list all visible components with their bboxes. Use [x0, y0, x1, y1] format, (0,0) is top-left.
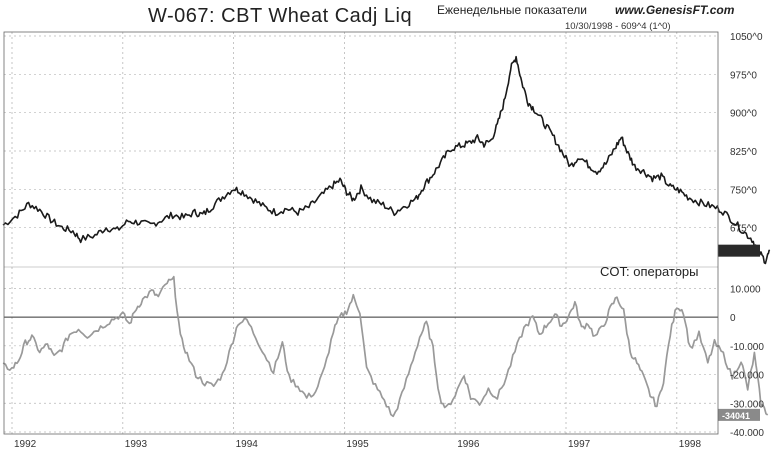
website-label: www.GenesisFT.com	[615, 3, 735, 17]
cot-y-tick-label: -30.000	[730, 399, 764, 410]
price-y-tick-label: 825^0	[730, 147, 757, 158]
price-panel	[2, 55, 771, 265]
cot-last-value: -34041	[722, 411, 750, 421]
plot-frame	[3, 31, 719, 435]
cot-y-tick-label: -10.000	[730, 342, 764, 353]
price-y-tick-label: 1050^0	[730, 32, 763, 43]
price-y-tick-label: 675^0	[730, 224, 757, 235]
x-tick-label: 1992	[14, 439, 37, 450]
price-y-tick-label: 975^0	[730, 70, 757, 81]
cot-last-badge	[718, 408, 760, 421]
cot-y-tick-label: -40.000	[730, 428, 764, 439]
price-last-badge	[718, 244, 760, 257]
cot-series-line	[2, 275, 769, 418]
cot-panel-label: COT: операторы	[600, 264, 699, 279]
axis-layer: 1992 1993 1994 1995 1996 1997 1998 1050^0 975^0 9…	[14, 32, 764, 450]
x-tick-label: 1997	[568, 439, 591, 450]
cot-y-tick-label: 0	[730, 313, 736, 324]
chart-title: W-067: CBT Wheat Cadj Liq	[148, 5, 412, 27]
chart-subtitle: Еженедельные показатели	[437, 3, 587, 17]
price-y-tick-label: 900^0	[730, 109, 757, 120]
x-tick-label: 1996	[457, 439, 480, 450]
x-tick-label: 1994	[236, 439, 259, 450]
x-tick-label: 1993	[125, 439, 148, 450]
date-info: 10/30/1998 - 609^4 (1^0)	[565, 21, 671, 32]
cot-panel: -34041	[2, 275, 769, 421]
cot-y-tick-label: -20.000	[730, 371, 764, 382]
cot-y-tick-label: 10.000	[730, 284, 761, 295]
x-tick-label: 1995	[346, 439, 369, 450]
price-series-line	[2, 55, 771, 265]
x-tick-label: 1998	[679, 439, 702, 450]
price-y-tick-label: 750^0	[730, 185, 757, 196]
